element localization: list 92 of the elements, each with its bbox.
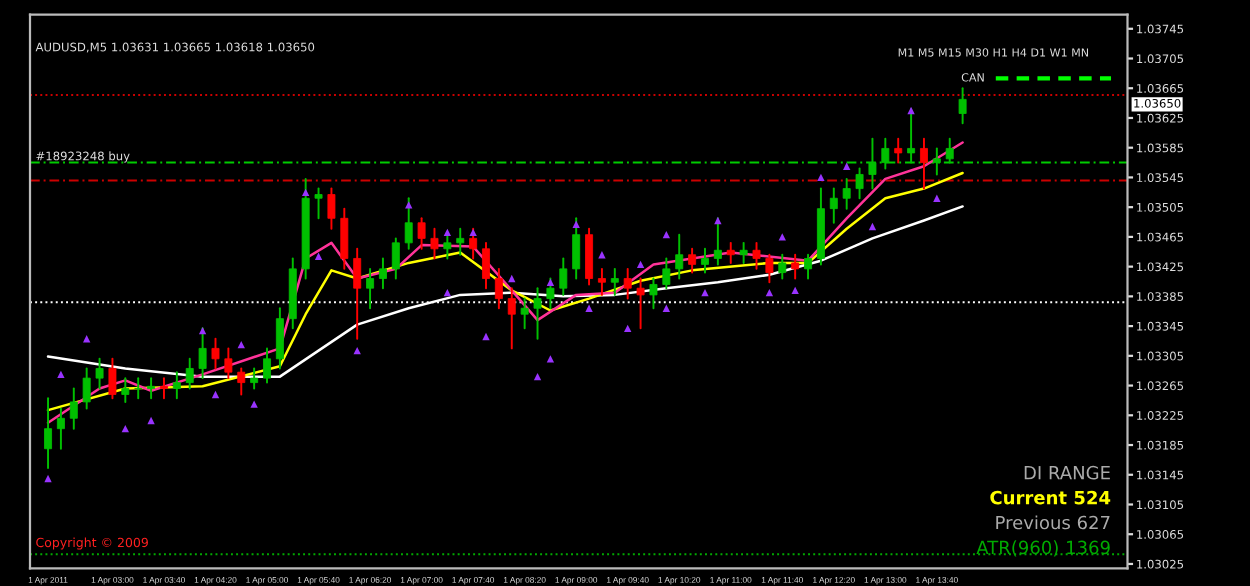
candlestick xyxy=(185,357,194,390)
candlestick xyxy=(430,227,439,260)
candlestick xyxy=(739,241,748,264)
point xyxy=(933,194,941,202)
point xyxy=(791,286,799,295)
candlestick xyxy=(520,297,529,330)
point xyxy=(546,355,555,363)
candlestick xyxy=(533,287,542,340)
candlestick xyxy=(958,87,967,125)
candlestick xyxy=(56,407,65,450)
candlestick xyxy=(752,241,761,270)
point xyxy=(778,233,786,241)
candlestick xyxy=(340,207,349,270)
point xyxy=(121,425,129,433)
candlestick xyxy=(263,347,271,384)
candlestick xyxy=(108,357,117,400)
candlestick xyxy=(95,357,104,390)
candlestick xyxy=(160,377,168,400)
candlestick xyxy=(688,247,697,274)
candlestick xyxy=(391,237,400,280)
point xyxy=(198,326,207,335)
point xyxy=(443,228,452,237)
candlestick xyxy=(920,137,928,190)
candlestick xyxy=(275,307,284,370)
point xyxy=(585,304,593,312)
point xyxy=(443,288,452,297)
candlestick xyxy=(649,277,658,310)
candlestick xyxy=(198,327,207,380)
point xyxy=(636,260,645,269)
candlestick xyxy=(623,267,632,300)
annotation: Current 524 xyxy=(990,490,1111,505)
annotation: Previous 627 xyxy=(996,515,1110,530)
candlestick xyxy=(585,227,594,286)
candlestick xyxy=(82,367,91,410)
point xyxy=(405,201,413,209)
candlestick xyxy=(69,387,78,430)
candlestick xyxy=(507,287,516,350)
candlestick xyxy=(456,227,465,256)
point xyxy=(843,162,851,170)
candlestick xyxy=(597,267,606,296)
point xyxy=(237,341,245,349)
candlestick xyxy=(327,187,336,230)
candlestick xyxy=(662,257,671,290)
candlestick xyxy=(211,337,220,370)
candlestick xyxy=(701,247,709,274)
candlestick xyxy=(121,377,130,403)
annotation: DI RANGE xyxy=(1024,465,1110,480)
candlestick xyxy=(675,233,684,280)
candlestick xyxy=(353,247,362,340)
candlestick xyxy=(842,177,851,210)
annotation: ATR(960) 1369 xyxy=(976,540,1110,557)
point xyxy=(250,400,258,408)
candlestick xyxy=(172,371,181,400)
point xyxy=(662,304,671,312)
candlestick xyxy=(134,377,143,400)
point xyxy=(211,390,220,399)
point xyxy=(546,278,555,286)
candlestick xyxy=(417,217,426,250)
candlestick xyxy=(482,241,490,290)
candlestick xyxy=(559,257,568,296)
candlestick xyxy=(726,241,735,264)
candlestick xyxy=(894,137,903,164)
candlestick xyxy=(494,267,503,310)
candlestick xyxy=(147,377,156,400)
point xyxy=(533,372,542,381)
point xyxy=(508,274,516,283)
candlestick xyxy=(636,277,645,330)
point xyxy=(572,220,580,228)
candlestick xyxy=(829,187,838,224)
point xyxy=(662,231,671,239)
candlestick xyxy=(765,253,774,284)
candlestick xyxy=(804,253,812,280)
candlestick xyxy=(366,267,375,310)
point xyxy=(301,188,310,196)
point xyxy=(83,335,91,343)
candlestick xyxy=(572,217,581,280)
candlestick xyxy=(855,167,864,200)
point xyxy=(765,288,774,297)
candlestick xyxy=(378,257,387,290)
point xyxy=(314,252,323,260)
candlestick xyxy=(610,267,619,296)
candlestick xyxy=(237,367,246,396)
point xyxy=(624,324,632,332)
point xyxy=(868,222,877,231)
candlestick xyxy=(224,347,233,380)
candlestick xyxy=(546,277,555,310)
candlestick xyxy=(404,197,413,250)
candlestick xyxy=(791,253,800,280)
candlestick xyxy=(44,397,52,470)
candlestick xyxy=(778,253,787,280)
candlestick xyxy=(314,187,323,220)
candlestick xyxy=(250,367,259,390)
